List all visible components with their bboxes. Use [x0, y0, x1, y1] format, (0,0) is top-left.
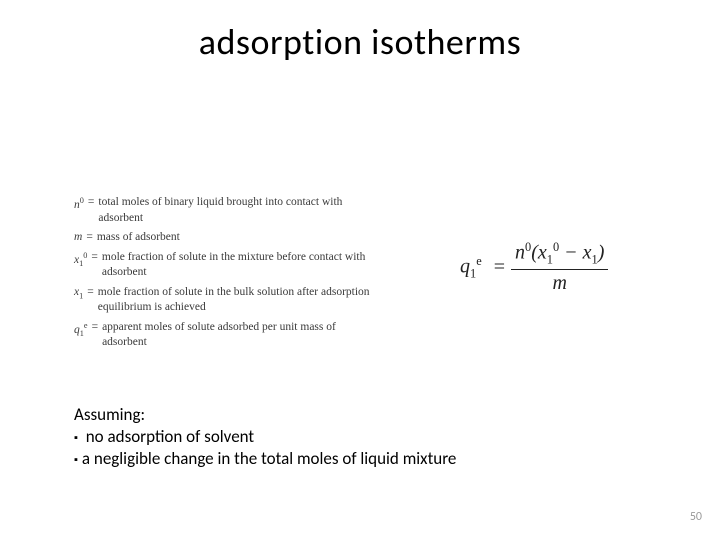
assumptions-header: Assuming: [74, 404, 456, 426]
formula-fraction: n0(x10 − x1) m [511, 240, 608, 295]
formula-lhs: q1e [460, 254, 482, 282]
equals-sign: = [494, 256, 505, 279]
equals-sign: = [92, 320, 103, 336]
definition-row: x10=mole fraction of solute in the mixtu… [74, 250, 374, 281]
assumption-bullet: no adsorption of solvent [74, 426, 456, 448]
definition-description: apparent moles of solute adsorbed per un… [102, 320, 374, 351]
equals-sign: = [87, 285, 98, 301]
assumptions-block: Assuming: no adsorption of solvent a neg… [74, 404, 456, 470]
definition-row: m=mass of adsorbent [74, 230, 374, 246]
definitions-list: n0=total moles of binary liquid brought … [74, 195, 374, 355]
definition-symbol: m [74, 230, 86, 246]
page-number: 50 [690, 510, 702, 524]
definition-symbol: x10 [74, 250, 91, 269]
slide: adsorption isotherms n0=total moles of b… [0, 0, 720, 540]
equals-sign: = [91, 250, 102, 266]
formula-numerator: n0(x10 − x1) [511, 240, 608, 270]
definition-description: mass of adsorbent [97, 230, 374, 246]
assumption-bullet: a negligible change in the total moles o… [74, 448, 456, 470]
equals-sign: = [88, 195, 99, 211]
definition-symbol: x1 [74, 285, 87, 301]
definition-row: x1=mole fraction of solute in the bulk s… [74, 285, 374, 316]
definition-row: n0=total moles of binary liquid brought … [74, 195, 374, 226]
equals-sign: = [86, 230, 97, 246]
formula-denominator: m [552, 270, 566, 295]
definition-description: mole fraction of solute in the mixture b… [102, 250, 374, 281]
main-formula: q1e = n0(x10 − x1) m [460, 240, 608, 295]
slide-title: adsorption isotherms [0, 20, 720, 64]
definition-symbol: n0 [74, 195, 88, 213]
definition-symbol: q1e [74, 320, 92, 339]
definition-description: mole fraction of solute in the bulk solu… [98, 285, 374, 316]
definition-description: total moles of binary liquid brought int… [98, 195, 374, 226]
definition-row: q1e=apparent moles of solute adsorbed pe… [74, 320, 374, 351]
